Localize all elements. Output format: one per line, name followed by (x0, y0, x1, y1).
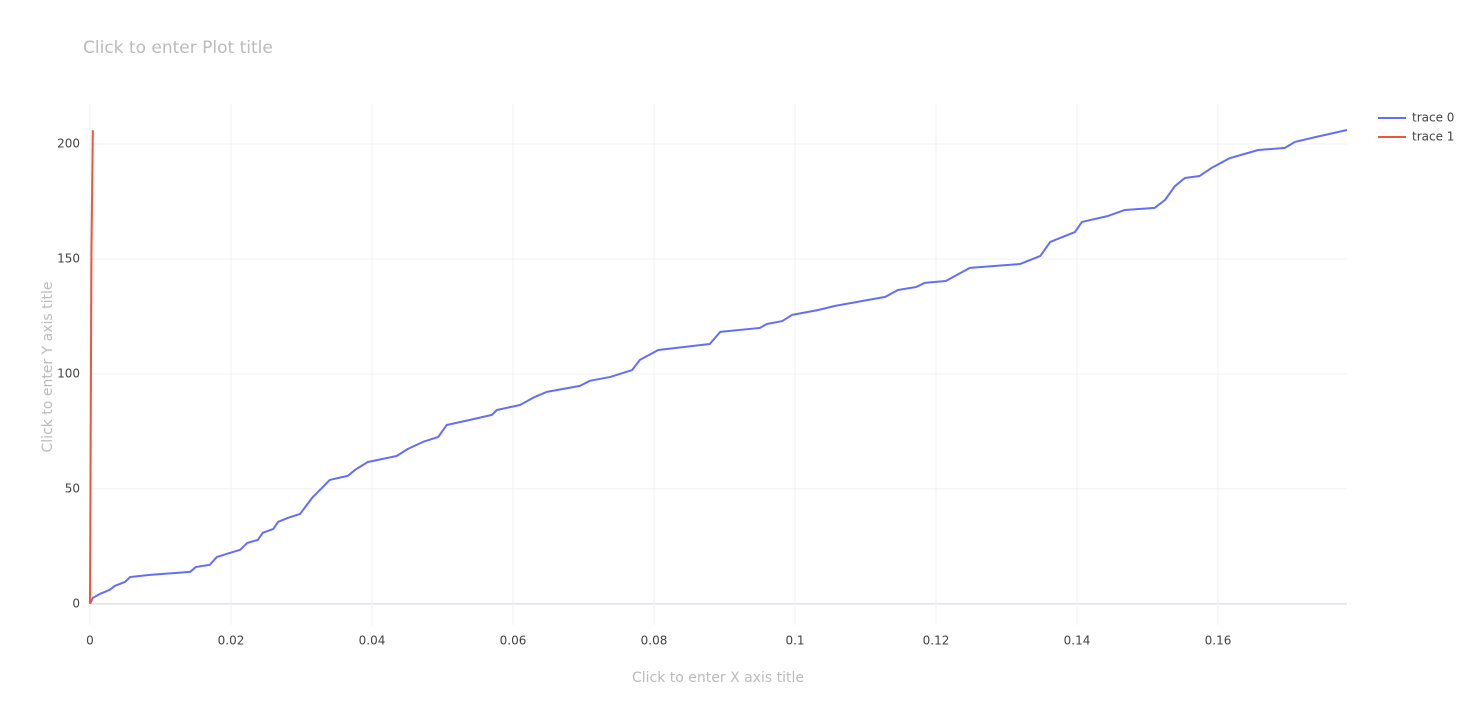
x-tick-label: 0.06 (500, 634, 527, 648)
x-tick-label: 0.14 (1064, 634, 1091, 648)
x-tick-label: 0.12 (923, 634, 950, 648)
x-axis-title[interactable]: Click to enter X axis title (632, 670, 804, 686)
x-tick-label: 0.02 (218, 634, 245, 648)
x-tick-label: 0.04 (359, 634, 386, 648)
legend-item[interactable]: trace 0 (1378, 111, 1454, 125)
legend-label: trace 1 (1412, 130, 1454, 144)
grid: 0 50 100 150 200 0 0.02 0.04 0.06 0.08 0.1 0.12 0.14… (57, 104, 1347, 648)
plot-title[interactable]: Click to enter Plot title (83, 38, 273, 58)
y-tick-label: 100 (57, 366, 80, 380)
x-tick-label: 0 (86, 634, 94, 648)
x-tick-label: 0.08 (641, 634, 668, 648)
y-tick-label: 50 (65, 481, 80, 495)
x-tick-label: 0.1 (785, 634, 804, 648)
x-tick-label: 0.16 (1205, 634, 1232, 648)
y-tick-label: 150 (57, 251, 80, 265)
line-trace (89, 129, 1348, 605)
line-trace (89, 130, 94, 604)
y-axis-title[interactable]: Click to enter Y axis title (40, 282, 56, 453)
y-tick-label: 200 (57, 137, 80, 151)
legend-item[interactable]: trace 1 (1378, 130, 1454, 144)
legend: trace 0 trace 1 (1378, 111, 1454, 144)
plot-area (89, 129, 1348, 605)
y-tick-label: 0 (72, 596, 80, 610)
legend-label: trace 0 (1412, 111, 1454, 125)
